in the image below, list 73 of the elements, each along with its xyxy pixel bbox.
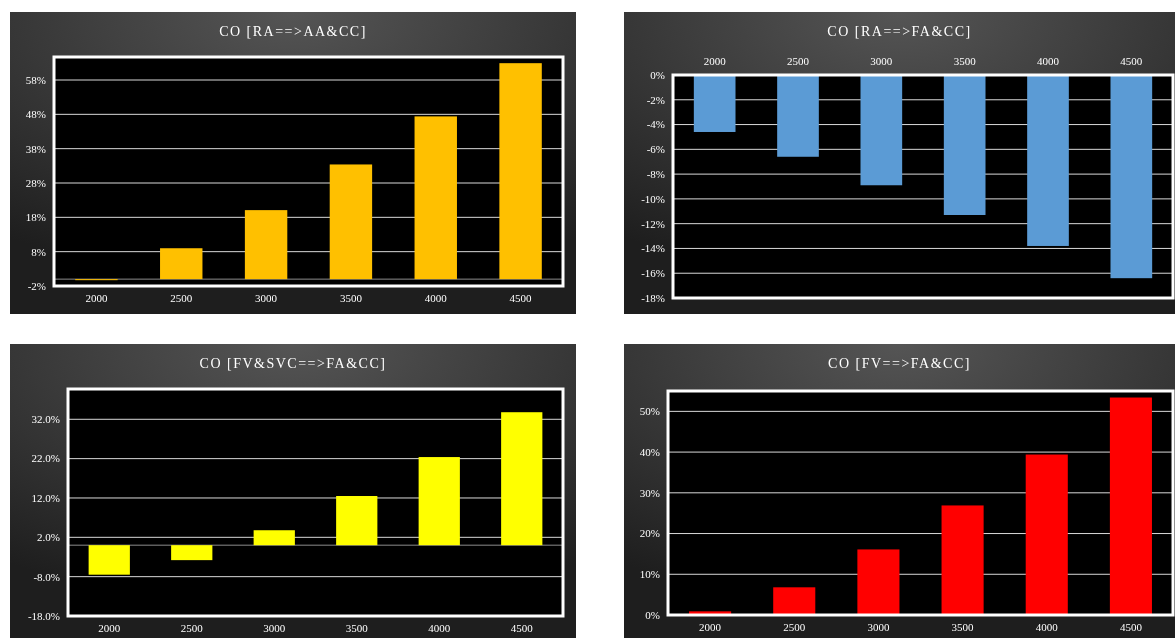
y-tick-label: 28%: [25, 176, 46, 189]
y-tick-label: 8%: [31, 245, 46, 258]
bar: [857, 549, 900, 615]
x-tick-label: 3000: [867, 621, 890, 633]
y-tick-label: 38%: [25, 142, 46, 155]
x-tick-label: 3500: [345, 622, 369, 634]
x-tick-label: 3000: [870, 55, 893, 67]
x-tick-label: 2500: [783, 621, 806, 633]
y-tick-label: -12%: [641, 217, 665, 230]
x-tick-label: 2500: [787, 55, 810, 67]
y-tick-label: 0%: [645, 608, 660, 621]
y-tick-label: -8%: [646, 167, 665, 180]
chart-title: CO [RA==>AA&CC]: [219, 24, 367, 39]
bar: [773, 587, 816, 615]
x-tick-label: 3500: [339, 292, 363, 304]
y-tick-label: 58%: [25, 73, 46, 86]
y-tick-label: 30%: [639, 486, 660, 499]
x-tick-label: 3000: [255, 292, 278, 304]
chart-title: CO [FV==>FA&CC]: [828, 356, 971, 371]
bar: [501, 412, 543, 546]
x-tick-label: 4000: [1035, 621, 1059, 633]
bar: [88, 545, 130, 575]
y-tick-label: 50%: [639, 405, 660, 418]
bar: [941, 505, 984, 615]
chart-title: CO [RA==>FA&CC]: [827, 24, 972, 39]
y-tick-label: -14%: [641, 242, 665, 255]
y-tick-label: 0%: [650, 68, 665, 81]
bar: [160, 248, 203, 280]
bar: [499, 63, 542, 280]
x-tick-label: 4000: [1037, 55, 1060, 67]
y-tick-label: -6%: [646, 143, 665, 156]
x-tick-label: 2000: [703, 55, 727, 67]
x-tick-label: 4500: [509, 292, 533, 304]
bar: [329, 164, 373, 280]
bar: [418, 457, 460, 546]
y-tick-label: 40%: [639, 445, 660, 458]
x-tick-label: 4000: [428, 622, 451, 634]
y-tick-label: 20%: [639, 527, 660, 540]
bar: [1025, 454, 1068, 615]
bar: [171, 545, 213, 561]
y-tick-label: -16%: [641, 267, 665, 280]
y-tick-label: -2%: [27, 279, 46, 292]
x-tick-label: 4000: [424, 292, 448, 304]
y-tick-label: 22.0%: [31, 452, 60, 465]
y-tick-label: -4%: [646, 118, 665, 131]
y-tick-label: -18%: [641, 291, 665, 304]
x-tick-label: 3500: [953, 55, 977, 67]
bar: [336, 496, 378, 546]
y-tick-label: -10%: [641, 192, 665, 205]
x-tick-label: 4500: [510, 622, 534, 634]
x-tick-label: 2000: [699, 621, 722, 633]
bar: [414, 116, 457, 280]
y-tick-label: 12.0%: [31, 491, 60, 504]
y-tick-label: 48%: [25, 108, 46, 121]
x-tick-label: 3500: [951, 621, 975, 633]
y-tick-label: 18%: [25, 211, 46, 224]
bar: [1109, 397, 1152, 615]
bar: [244, 210, 288, 280]
x-tick-label: 2000: [98, 622, 121, 634]
x-tick-label: 4500: [1120, 55, 1143, 67]
chart-title: CO [FV&SVC==>FA&CC]: [199, 356, 387, 371]
y-tick-label: 2.0%: [37, 531, 60, 544]
x-tick-label: 3000: [263, 622, 286, 634]
x-tick-label: 2000: [85, 292, 108, 304]
x-tick-label: 4500: [1119, 621, 1143, 633]
bar: [253, 530, 295, 546]
y-tick-label: 10%: [639, 568, 660, 581]
x-tick-label: 2500: [170, 292, 193, 304]
y-tick-label: -8.0%: [33, 570, 60, 583]
y-tick-label: -18.0%: [27, 609, 60, 622]
x-tick-label: 2500: [180, 622, 204, 634]
y-tick-label: -2%: [646, 93, 665, 106]
y-tick-label: 32.0%: [31, 413, 60, 426]
